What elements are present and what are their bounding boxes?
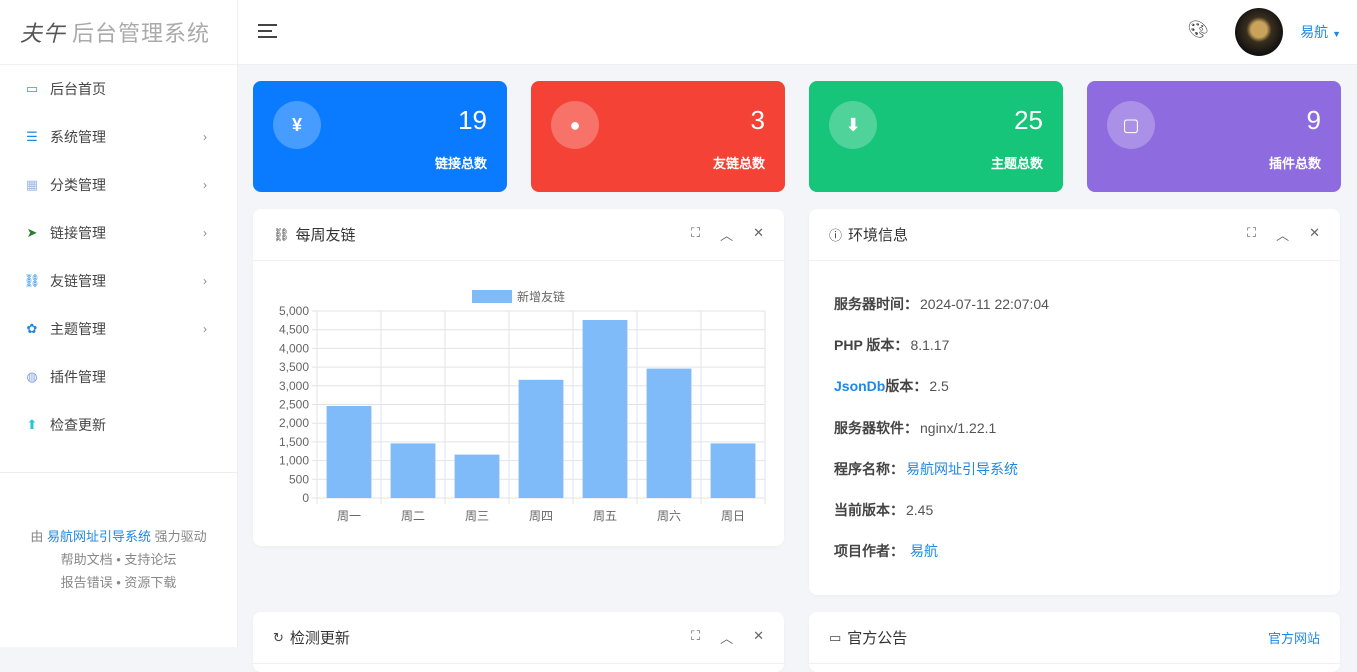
forum-link[interactable]: 支持论坛 — [124, 552, 177, 567]
sidebar: 夫午 后台管理系统 ▭ 后台首页 ☰ 系统管理 › ▦ 分类管理 › ➤ 链接管理 › ⛓ 友链管理 › ✿ 主… — [0, 0, 238, 647]
legend-swatch — [472, 290, 512, 303]
sidebar-footer: 由 易航网址引导系统 强力驱动 帮助文档 • 支持论坛 报告错误 • 资源下载 — [0, 472, 237, 594]
y-tick-label: 2,500 — [279, 398, 309, 412]
x-tick-label: 周三 — [465, 509, 489, 523]
bar — [518, 379, 564, 498]
stat-card[interactable]: ▢ 9 插件总数 — [1087, 81, 1341, 192]
chevron-right-icon: › — [203, 130, 207, 144]
y-tick-label: 4,000 — [279, 341, 309, 355]
plugin-icon: ◍ — [26, 369, 38, 384]
bar-chart: 0 500 1,000 1,500 2,000 2,500 3,000 3,500 4,000 4… — [279, 289, 766, 523]
y-tick-label: 5,000 — [279, 304, 309, 318]
chevron-right-icon: › — [203, 322, 207, 336]
env-row: JsonDb 版本： 2.5 — [834, 378, 949, 395]
sidebar-item-3[interactable]: ➤ 链接管理 › — [0, 209, 237, 257]
bar — [582, 319, 628, 498]
fullscreen-icon[interactable]: ⛶ — [690, 225, 701, 240]
weekly-links-panel: ⛓ 每周友链 ⛶ ︿ ✕ 0 500 1,000 1,500 2,000 2,500 3,000 3… — [253, 209, 784, 546]
topbar: 🎨︎ 易航 ▼ — [238, 0, 1357, 65]
monitor-icon: ▭ — [25, 81, 39, 96]
stat-card[interactable]: ● 3 友链总数 — [531, 81, 785, 192]
help-docs-link[interactable]: 帮助文档 — [60, 552, 113, 567]
bar — [646, 368, 692, 498]
stat-card[interactable]: ⬇ 25 主题总数 — [809, 81, 1063, 192]
env-row: 服务器时间： 2024-07-11 22:07:04 — [834, 295, 1049, 312]
y-tick-label: 1,000 — [279, 454, 309, 468]
sliders-icon: ☰ — [26, 129, 38, 144]
chevron-right-icon: › — [203, 274, 207, 288]
env-info-panel: ⓘ 环境信息 ⛶ ︿ ✕ 服务器时间： 2024-07-11 22:07:04 PHP 版… — [809, 209, 1340, 595]
env-row: 服务器软件： nginx/1.22.1 — [834, 419, 997, 436]
chevron-right-icon: › — [203, 178, 207, 192]
palette-icon[interactable]: 🎨︎ — [1187, 20, 1209, 39]
comment-icon: ▢ — [1107, 101, 1155, 149]
legend-label: 新增友链 — [517, 289, 565, 304]
report-bug-link[interactable]: 报告错误 — [60, 575, 113, 590]
link-icon: ⛓ — [273, 226, 290, 242]
env-row: PHP 版本： 8.1.17 — [834, 336, 950, 353]
avatar[interactable] — [1235, 8, 1283, 56]
user-menu[interactable]: 易航 ▼ — [1300, 24, 1341, 40]
x-tick-label: 周四 — [529, 509, 553, 523]
fullscreen-icon[interactable]: ⛶ — [690, 628, 701, 643]
bar — [710, 443, 756, 498]
send-icon: ➤ — [26, 225, 38, 240]
sidebar-item-1[interactable]: ☰ 系统管理 › — [0, 113, 237, 161]
x-tick-label: 周一 — [337, 509, 361, 523]
env-row: 程序名称： 易航网址引导系统 — [834, 460, 1018, 477]
announcement-panel: ▭ 官方公告 官方网站 — [809, 612, 1340, 672]
sidebar-item-5[interactable]: ✿ 主题管理 › — [0, 305, 237, 353]
bar — [454, 454, 500, 498]
close-icon[interactable]: ✕ — [753, 225, 764, 240]
x-tick-label: 周五 — [593, 509, 617, 523]
y-tick-label: 500 — [289, 472, 309, 486]
close-icon[interactable]: ✕ — [1309, 225, 1320, 240]
powered-by-link[interactable]: 易航网址引导系统 — [46, 529, 151, 544]
y-tick-label: 0 — [302, 491, 309, 505]
user-icon: ● — [551, 101, 599, 149]
yen-icon: ¥ — [273, 101, 321, 149]
palette-icon: ✿ — [26, 321, 38, 336]
sidebar-item-6[interactable]: ◍ 插件管理 — [0, 353, 237, 401]
close-icon[interactable]: ✕ — [753, 628, 764, 643]
sidebar-item-4[interactable]: ⛓ 友链管理 › — [23, 273, 207, 289]
env-row: 项目作者： 易航 — [834, 543, 938, 560]
official-site-link[interactable]: 官方网站 — [1267, 631, 1320, 646]
y-tick-label: 4,500 — [279, 323, 309, 337]
x-tick-label: 周二 — [401, 509, 425, 523]
link-icon: ⛓ — [23, 273, 41, 288]
y-tick-label: 3,000 — [279, 379, 309, 393]
bar — [390, 443, 436, 498]
sidebar-item-7[interactable]: ⬆ 检查更新 — [0, 401, 237, 449]
collapse-icon[interactable]: ︿ — [720, 631, 734, 646]
collapse-icon[interactable]: ︿ — [1276, 228, 1290, 243]
y-tick-label: 2,000 — [279, 416, 309, 430]
chevron-right-icon: › — [203, 226, 207, 240]
logo[interactable]: 夫午 后台管理系统 — [0, 0, 237, 65]
collapse-icon[interactable]: ︿ — [720, 228, 734, 243]
stat-card[interactable]: ¥19 链接总数 — [253, 81, 507, 192]
download-icon: ⬇ — [829, 101, 877, 149]
y-tick-label: 1,500 — [279, 435, 309, 449]
bar — [326, 405, 372, 498]
x-tick-label: 周日 — [721, 509, 745, 523]
x-tick-label: 周六 — [657, 509, 681, 523]
downloads-link[interactable]: 资源下载 — [124, 575, 177, 590]
grid-icon: ▦ — [25, 177, 39, 192]
refresh-icon: ↻ — [273, 629, 284, 645]
comment-icon: ▭ — [829, 629, 842, 645]
sidebar-item-2[interactable]: ▦ 分类管理 › — [25, 177, 207, 193]
caret-down-icon: ▼ — [1332, 29, 1341, 39]
sidebar-item-0[interactable]: ▭ 后台首页 — [25, 81, 106, 97]
menu-toggle-icon[interactable] — [258, 24, 277, 42]
y-tick-label: 3,500 — [279, 360, 309, 374]
env-row: 当前版本： 2.45 — [834, 502, 934, 519]
info-icon: ⓘ — [829, 228, 843, 243]
upgrade-icon: ⬆ — [26, 417, 38, 432]
update-check-panel: ↻ 检测更新 ⛶ ︿ ✕ — [253, 612, 784, 672]
fullscreen-icon[interactable]: ⛶ — [1246, 225, 1257, 240]
